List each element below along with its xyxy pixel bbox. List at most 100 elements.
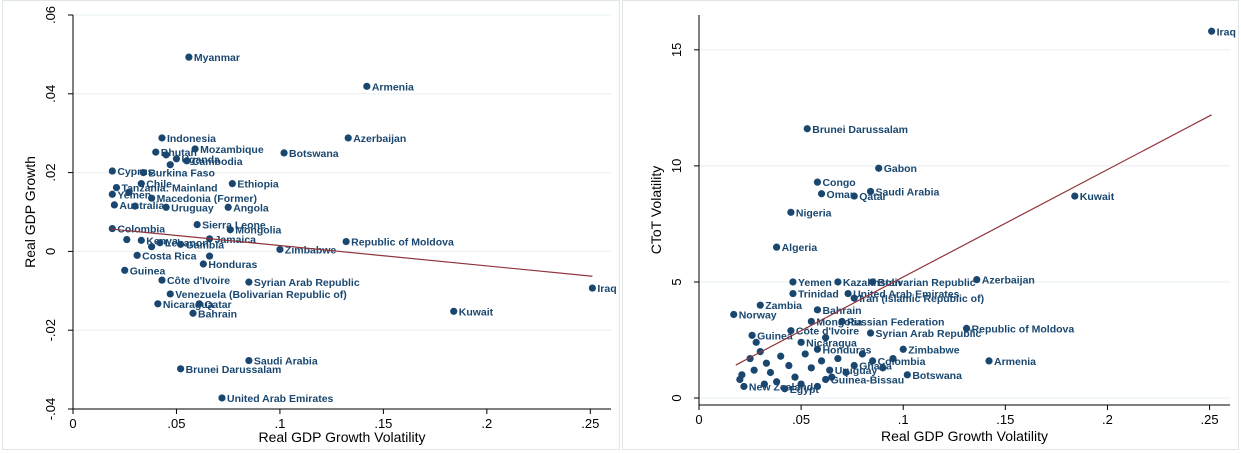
scatter-point	[750, 366, 758, 374]
point-label: Côte d'Ivoire	[167, 275, 230, 287]
scatter-point	[822, 334, 830, 342]
scatter-point	[868, 357, 877, 365]
scatter-point	[875, 164, 883, 172]
point-label: Qatar	[204, 299, 231, 311]
scatter-point	[177, 365, 185, 373]
scatter-point	[156, 239, 164, 247]
scatter-point	[838, 317, 846, 326]
point-label: Australia	[119, 200, 164, 212]
scatter-point	[813, 382, 822, 391]
scatter-point	[834, 278, 842, 286]
scatter-point	[191, 145, 199, 153]
scatter-point	[813, 345, 822, 353]
scatter-point	[245, 356, 253, 365]
x-tick-label: 0	[69, 416, 76, 431]
point-label: Yemen	[798, 277, 832, 289]
point-label: Lebanon	[165, 238, 209, 250]
x-tick-label: .25	[1201, 412, 1219, 427]
scatter-point	[817, 357, 826, 365]
scatter-point	[850, 192, 858, 200]
point-label: Algeria	[782, 242, 818, 254]
scatter-point	[1208, 27, 1216, 35]
scatter-point	[868, 278, 877, 286]
point-label: Republic of Moldova	[972, 323, 1075, 335]
scatter-point	[762, 359, 770, 367]
scatter-point	[866, 187, 875, 196]
y-tick-label: .02	[43, 164, 58, 182]
point-label: Congo	[822, 177, 855, 189]
scatter-point	[193, 221, 201, 229]
point-label: Côte d'Ivoire	[796, 326, 859, 338]
scatter-point	[828, 373, 836, 381]
point-label: Azerbaijan	[982, 275, 1035, 287]
x-tick-label: .1	[275, 416, 286, 431]
scatter-point	[121, 266, 129, 274]
fitted-line	[110, 228, 593, 277]
scatter-point	[228, 180, 236, 188]
scatter-point	[158, 276, 166, 284]
point-label: Trinidad	[798, 289, 839, 301]
x-tick-label: .15	[374, 416, 392, 431]
y-tick-label: 0	[669, 394, 684, 401]
point-label: Nigeria	[796, 207, 832, 219]
point-label: Angola	[233, 202, 269, 214]
scatter-point	[797, 380, 805, 388]
point-label: Guinea-Bissau	[831, 374, 905, 386]
point-label: Indonesia	[167, 133, 216, 145]
scatter-point	[158, 134, 166, 142]
point-label: Gambia	[186, 239, 225, 251]
scatter-point	[108, 167, 116, 175]
y-axis-title: CToT Volatility	[648, 166, 664, 254]
y-tick-label: 10	[669, 159, 684, 173]
scatter-point	[760, 380, 768, 388]
point-label: Republic of Moldova	[351, 237, 454, 249]
scatter-point	[133, 251, 141, 259]
point-label: Saudi Arabia	[254, 356, 318, 368]
scatter-point	[226, 226, 234, 234]
scatter-point	[185, 53, 193, 61]
scatter-point	[813, 306, 822, 314]
scatter-point	[125, 188, 133, 196]
point-label: Chile	[146, 179, 172, 191]
point-label: Armenia	[372, 81, 414, 93]
point-label: Norway	[739, 309, 777, 321]
scatter-point	[803, 125, 811, 133]
x-axis-title: Real GDP Growth Volatility	[258, 429, 425, 445]
scatter-point	[801, 350, 809, 358]
scatter-point	[781, 385, 789, 393]
scatter-point	[450, 307, 458, 315]
fitted-line	[735, 114, 1212, 366]
scatter-point	[822, 375, 830, 384]
scatter-point	[218, 394, 226, 402]
scatter-point	[773, 243, 781, 251]
scatter-point	[752, 338, 760, 346]
point-label: Macedonia (Former)	[157, 193, 257, 205]
left-scatter-plot: -.04 -.02 0 .02 .04 .06 0 .05 .1 .15 .2 .25 Real GDP…	[22, 6, 617, 445]
scatter-point	[1071, 192, 1079, 200]
scatter-point	[363, 82, 371, 90]
x-tick-label: .1	[898, 412, 909, 427]
point-label: Mongolia	[235, 225, 281, 237]
scatter-point	[889, 354, 897, 363]
scatter-point	[789, 278, 797, 286]
point-label: Guinea	[130, 265, 166, 277]
point-label: Ethiopia	[237, 179, 279, 191]
scatter-point	[777, 352, 785, 360]
point-label: Costa Rica	[142, 250, 196, 262]
point-label: Colombia	[117, 224, 165, 236]
point-label: Kuwait	[459, 306, 494, 318]
right-scatter-plot: 0 5 10 15 0 .05 .1 .15 .2 .25 Real GDP Growth Vola…	[648, 15, 1236, 444]
scatter-point	[807, 364, 815, 372]
point-label: Sierra Leone	[202, 220, 266, 232]
scatter-point	[166, 290, 174, 298]
scatter-point	[858, 350, 866, 358]
scatter-point	[166, 161, 174, 169]
scatter-point	[973, 276, 981, 284]
scatter-point	[736, 375, 744, 384]
scatter-point	[172, 155, 181, 163]
x-tick-label: .05	[792, 412, 810, 427]
scatter-point	[588, 284, 596, 292]
point-label: Burkina Faso	[148, 168, 215, 180]
scatter-point	[748, 331, 756, 339]
y-tick-label: .06	[43, 6, 58, 24]
